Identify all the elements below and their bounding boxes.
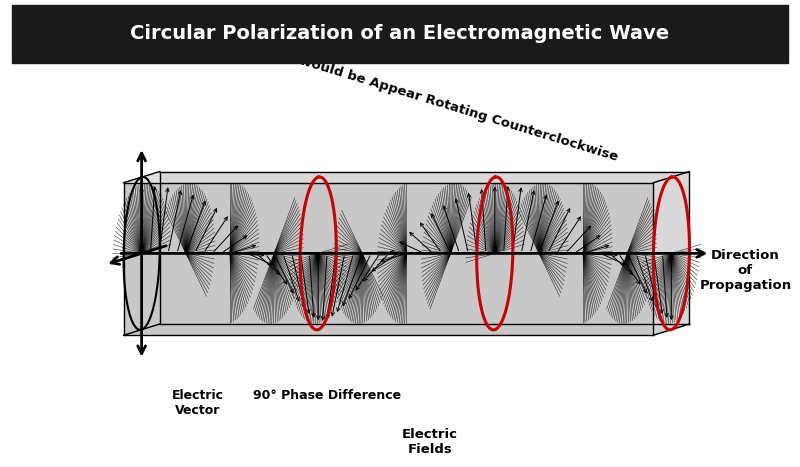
Polygon shape (123, 171, 690, 183)
Text: Electric
Vector: Electric Vector (171, 389, 223, 417)
Text: Circular Polarization of an Electromagnetic Wave: Circular Polarization of an Electromagne… (130, 24, 670, 43)
Text: Direction
of
Propagation: Direction of Propagation (699, 249, 791, 292)
Polygon shape (123, 324, 690, 335)
Polygon shape (123, 183, 654, 335)
Polygon shape (160, 171, 690, 324)
Text: Vector would be Appear Rotating Counterclockwise: Vector would be Appear Rotating Counterc… (246, 38, 619, 163)
Text: Electric
Fields: Electric Fields (402, 428, 458, 456)
Text: 90° Phase Difference: 90° Phase Difference (253, 389, 401, 403)
